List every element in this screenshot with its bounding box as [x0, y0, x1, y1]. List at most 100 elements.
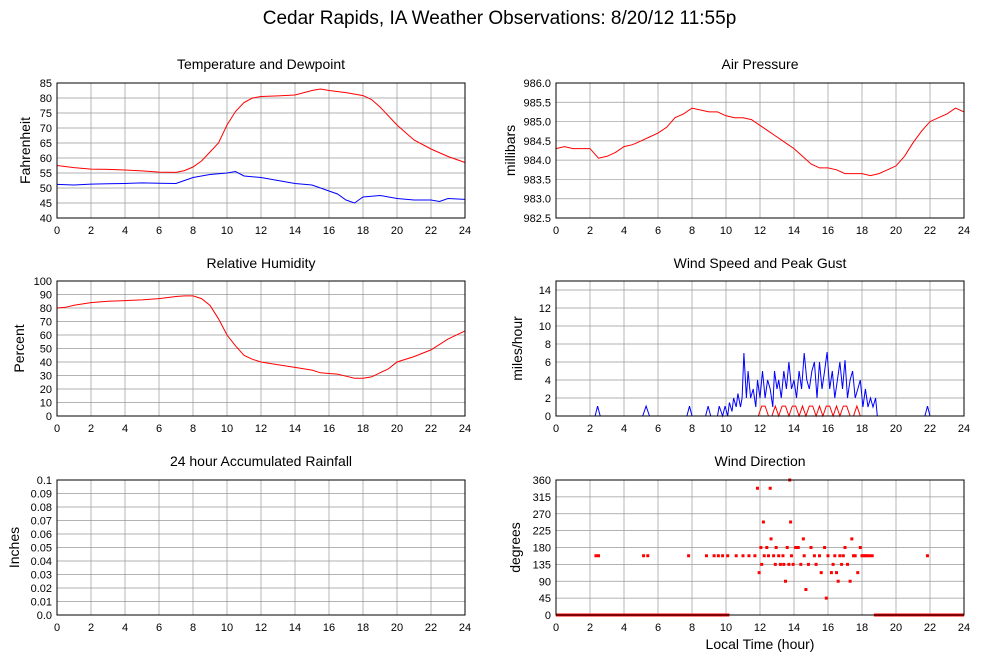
- direction-point: [646, 554, 650, 558]
- direction-point: [767, 554, 770, 558]
- rain-xtick-label: 20: [391, 622, 403, 634]
- pressure-ytick-label: 983.5: [523, 174, 551, 186]
- humidity-ytick-label: 50: [40, 344, 52, 356]
- direction-xtick-label: 0: [553, 622, 559, 634]
- direction-point: [726, 554, 730, 558]
- wind-series-line-1: [556, 404, 964, 418]
- direction-point: [836, 579, 840, 583]
- temp-xtick-label: 16: [323, 225, 335, 237]
- direction-xtick-label: 4: [621, 622, 627, 634]
- direction-xtick-label: 2: [587, 622, 593, 634]
- direction-point: [704, 554, 708, 558]
- direction-xtick-label: 18: [856, 622, 868, 634]
- wind-xtick-label: 10: [720, 423, 732, 435]
- main-title: Cedar Rapids, IA Weather Observations: 8…: [262, 8, 737, 29]
- direction-point: [868, 554, 872, 558]
- direction-ytick-label: 135: [533, 559, 551, 571]
- direction-point: [801, 537, 805, 541]
- direction-point: [762, 554, 766, 558]
- direction-point: [794, 546, 798, 549]
- pressure-xtick-label: 16: [822, 225, 834, 237]
- pressure-xtick-label: 6: [655, 225, 661, 237]
- temp-ytick-label: 45: [40, 198, 52, 210]
- rain-ylabel: Inches: [6, 527, 22, 568]
- wind-series-line-0: [556, 352, 964, 418]
- humidity-xtick-label: 24: [459, 423, 471, 435]
- pressure-xtick-label: 8: [689, 225, 695, 237]
- wind-ylabel: miles/hour: [509, 316, 525, 381]
- direction-point: [782, 562, 786, 566]
- rain-ytick-label: 0.07: [31, 516, 52, 528]
- direction-point: [757, 571, 761, 575]
- rain-ytick-label: 0.01: [31, 597, 52, 609]
- direction-title: Wind Direction: [714, 453, 805, 469]
- pressure-xtick-label: 24: [958, 225, 970, 237]
- humidity-xtick-label: 10: [221, 423, 233, 435]
- direction-point: [741, 554, 745, 558]
- temp-xtick-label: 4: [122, 225, 128, 237]
- wind-ytick-label: 8: [545, 339, 551, 351]
- direction-point: [840, 562, 844, 566]
- direction-ylabel: degrees: [507, 522, 523, 573]
- direction-point: [781, 554, 785, 558]
- rain-xtick-label: 14: [289, 622, 301, 634]
- direction-point: [774, 546, 778, 549]
- pressure-ylabel: millibars: [502, 125, 518, 176]
- direction-xtick-label: 24: [958, 622, 970, 634]
- humidity-xtick-label: 8: [190, 423, 196, 435]
- direction-point: [925, 554, 929, 558]
- direction-point: [760, 562, 764, 566]
- wind-ytick-label: 6: [545, 357, 551, 369]
- temp-xtick-label: 24: [459, 225, 471, 237]
- rain-xtick-label: 6: [156, 622, 162, 634]
- wind-xtick-label: 6: [655, 423, 661, 435]
- wind-ytick-label: 4: [545, 375, 551, 387]
- direction-point: [802, 554, 806, 558]
- wind-xtick-label: 14: [788, 423, 800, 435]
- humidity-ytick-label: 60: [40, 330, 52, 342]
- direction-point: [687, 554, 691, 558]
- wind-xtick-label: 8: [689, 423, 695, 435]
- wind-xtick-label: 18: [856, 423, 868, 435]
- direction-point: [787, 562, 791, 566]
- humidity-ylabel: Percent: [11, 324, 27, 372]
- direction-point: [852, 554, 855, 558]
- direction-point: [759, 546, 763, 549]
- temp-ytick-label: 65: [40, 138, 52, 150]
- temp-xtick-label: 10: [221, 225, 233, 237]
- temp-ytick-label: 55: [40, 168, 52, 180]
- wind-xtick-label: 2: [587, 423, 593, 435]
- pressure-title: Air Pressure: [721, 56, 798, 72]
- direction-point: [799, 562, 803, 566]
- direction-point: [819, 571, 823, 575]
- direction-point: [765, 546, 769, 549]
- direction-ytick-label: 180: [533, 543, 551, 555]
- rain-xtick-label: 0: [54, 622, 60, 634]
- rain-ytick-label: 0.1: [37, 475, 52, 487]
- wind-xtick-label: 0: [553, 423, 559, 435]
- direction-point: [734, 554, 738, 558]
- rain-ytick-label: 0.04: [31, 556, 52, 568]
- pressure-ytick-label: 984.0: [523, 155, 551, 167]
- pressure-ytick-label: 983.0: [523, 194, 551, 206]
- rain-xtick-label: 12: [255, 622, 267, 634]
- direction-ytick-label: 315: [533, 492, 551, 504]
- rain-xtick-label: 2: [88, 622, 94, 634]
- direction-point: [778, 562, 782, 566]
- direction-point: [853, 554, 857, 558]
- wind-xtick-label: 4: [621, 423, 627, 435]
- direction-point: [747, 554, 751, 558]
- direction-xtick-label: 8: [689, 622, 695, 634]
- direction-point: [772, 554, 776, 558]
- direction-xtick-label: 6: [655, 622, 661, 634]
- humidity-ytick-label: 30: [40, 371, 52, 383]
- direction-point: [594, 554, 598, 558]
- direction-xtick-label: 22: [924, 622, 936, 634]
- temp-xtick-label: 0: [54, 225, 60, 237]
- wind-xtick-label: 16: [822, 423, 834, 435]
- pressure-ytick-label: 986.0: [523, 78, 551, 90]
- direction-point: [841, 554, 845, 558]
- temp-series-line-1: [56, 170, 466, 204]
